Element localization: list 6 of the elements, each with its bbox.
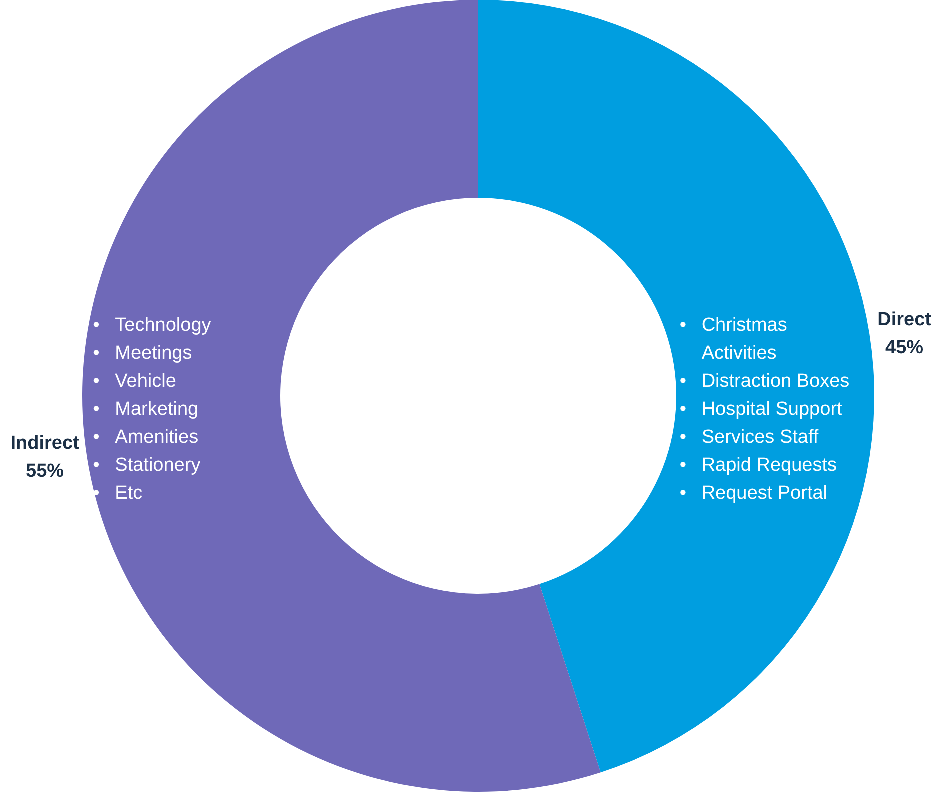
- text: • Christmas Activities • Distraction Boxes • Hospital Support • Services Staff • Rapid Requests • Request Portal: [680, 315, 850, 504]
- data-label: 55%: [26, 461, 64, 482]
- text: • Technology • Meetings • Vehicle • Marketing • Amenities • Stationery • Etc: [93, 315, 212, 504]
- slice-label: Indirect: [10, 433, 80, 454]
- data-label: 45%: [886, 337, 924, 358]
- slice-label: Direct: [878, 309, 932, 330]
